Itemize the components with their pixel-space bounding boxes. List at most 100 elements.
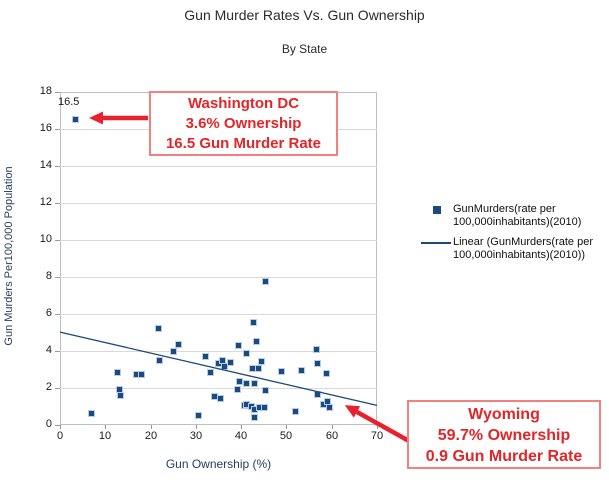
legend-label: GunMurders(rate per xyxy=(453,203,556,215)
scatter-point xyxy=(236,343,241,348)
scatter-point xyxy=(171,349,176,354)
legend-item-points: GunMurders(rate per 100,000inhabitants)(… xyxy=(420,203,605,229)
annotation-wyoming: Wyoming 59.7% Ownership 0.9 Gun Murder R… xyxy=(407,400,601,469)
scatter-point xyxy=(89,411,94,416)
scatter-point xyxy=(139,372,144,377)
scatter-point xyxy=(115,370,120,375)
scatter-point xyxy=(244,381,249,386)
gridline xyxy=(60,277,377,278)
gridline xyxy=(60,166,377,167)
y-tick-mark xyxy=(55,351,60,352)
scatter-point xyxy=(252,407,257,412)
y-tick-mark xyxy=(55,92,60,93)
legend-label: 100,000inhabitants)(2010) xyxy=(453,216,582,228)
scatter-point xyxy=(250,366,255,371)
scatter-point xyxy=(257,405,262,410)
y-tick-mark xyxy=(55,425,60,426)
annotation-line: 59.7% Ownership xyxy=(437,427,571,444)
y-tick-label: 10 xyxy=(39,233,52,245)
scatter-point xyxy=(244,402,249,407)
scatter-point xyxy=(279,369,284,374)
scatter-point xyxy=(252,381,257,386)
scatter-point xyxy=(157,358,162,363)
scatter-point xyxy=(251,320,256,325)
scatter-point xyxy=(212,394,217,399)
x-tick-mark xyxy=(286,425,287,429)
y-tick-mark xyxy=(55,388,60,389)
x-tick-label: 0 xyxy=(56,430,64,442)
gridline xyxy=(60,240,377,241)
scatter-point xyxy=(244,351,249,356)
chart-title: Gun Murder Rates Vs. Gun Ownership xyxy=(184,7,425,23)
y-tick-mark xyxy=(55,166,60,167)
y-tick-label: 6 xyxy=(45,307,52,319)
y-tick-label: 16 xyxy=(39,122,52,134)
annotation-line: 3.6% Ownership xyxy=(185,115,302,132)
scatter-point xyxy=(259,359,264,364)
legend-label: Linear (GunMurders(rate per xyxy=(453,236,594,248)
x-tick-label: 50 xyxy=(279,430,293,442)
y-tick-mark xyxy=(55,314,60,315)
x-tick-mark xyxy=(332,425,333,429)
scatter-point xyxy=(73,117,78,122)
legend: GunMurders(rate per 100,000inhabitants)(… xyxy=(420,203,605,269)
scatter-point xyxy=(263,279,268,284)
scatter-point xyxy=(218,396,223,401)
annotation-washington-dc: Washington DC 3.6% Ownership 16.5 Gun Mu… xyxy=(149,91,338,156)
scatter-point xyxy=(256,366,261,371)
annotation-line: Wyoming xyxy=(468,406,540,423)
scatter-point xyxy=(134,372,139,377)
legend-item-linear: Linear (GunMurders(rate per 100,000inhab… xyxy=(420,236,605,262)
scatter-point xyxy=(235,387,240,392)
scatter-point xyxy=(203,354,208,359)
y-tick-label: 12 xyxy=(39,196,52,208)
annotation-line: 16.5 Gun Murder Rate xyxy=(165,135,322,152)
y-tick-label: 0 xyxy=(45,418,52,430)
scatter-point xyxy=(315,392,320,397)
scatter-point xyxy=(208,370,213,375)
scatter-point xyxy=(315,361,320,366)
x-tick-label: 20 xyxy=(144,430,158,442)
scatter-point xyxy=(220,358,225,363)
gridline xyxy=(60,388,377,389)
gridline xyxy=(60,203,377,204)
scatter-point xyxy=(327,405,332,410)
x-tick-label: 70 xyxy=(370,430,384,442)
scatter-point xyxy=(263,388,268,393)
gridline xyxy=(60,351,377,352)
scatter-point xyxy=(314,347,319,352)
scatter-point xyxy=(252,415,257,420)
y-tick-mark xyxy=(55,129,60,130)
scatter-point xyxy=(117,387,122,392)
annotation-line: Washington DC xyxy=(187,95,300,112)
scatter-point xyxy=(176,342,181,347)
gridline xyxy=(60,314,377,315)
scatter-point xyxy=(262,405,267,410)
y-tick-label: 2 xyxy=(45,381,52,393)
scatter-point xyxy=(237,379,242,384)
y-tick-mark xyxy=(55,277,60,278)
scatter-point xyxy=(321,402,326,407)
x-tick-mark xyxy=(151,425,152,429)
scatter-point xyxy=(228,360,233,365)
x-tick-label: 60 xyxy=(325,430,339,442)
chart-subtitle: By State xyxy=(281,42,328,56)
x-tick-mark xyxy=(377,425,378,429)
annotation-line: 0.9 Gun Murder Rate xyxy=(425,448,583,465)
x-tick-label: 30 xyxy=(189,430,203,442)
y-tick-mark xyxy=(55,240,60,241)
trendline-marker-icon xyxy=(421,242,451,244)
x-axis-title: Gun Ownership (%) xyxy=(165,457,272,471)
x-tick-mark xyxy=(105,425,106,429)
dc-point-value-label: 16.5 xyxy=(58,96,80,108)
x-tick-mark xyxy=(241,425,242,429)
scatter-point xyxy=(249,404,254,409)
scatter-point xyxy=(293,409,298,414)
x-tick-label: 40 xyxy=(234,430,248,442)
y-tick-mark xyxy=(55,203,60,204)
wyoming-arrow-icon xyxy=(344,405,411,443)
x-tick-mark xyxy=(196,425,197,429)
trend-line xyxy=(59,331,378,407)
x-tick-label: 10 xyxy=(98,430,112,442)
